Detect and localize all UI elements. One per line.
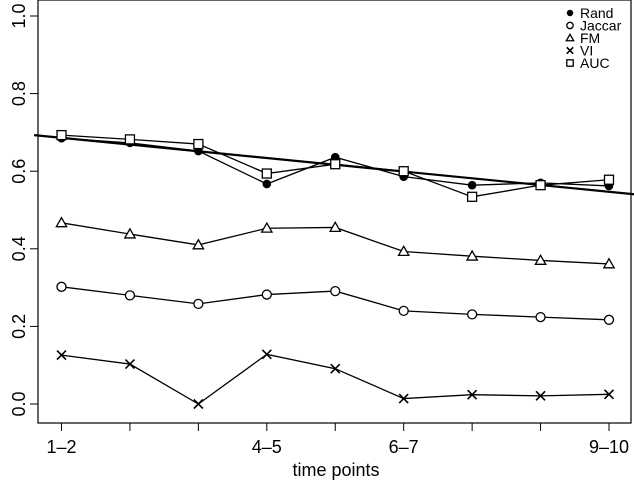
data-point-auc bbox=[330, 159, 341, 170]
x-tick-label: 1–2 bbox=[46, 437, 76, 457]
data-point-vi bbox=[330, 363, 341, 374]
data-point-jaccar bbox=[261, 289, 272, 300]
data-point-rand bbox=[262, 179, 272, 189]
data-point-jaccar bbox=[193, 298, 204, 310]
data-point-fm bbox=[192, 238, 205, 250]
data-point-vi bbox=[193, 398, 204, 410]
y-tick-label: 0.4 bbox=[9, 236, 29, 261]
data-point-fm bbox=[534, 253, 547, 265]
data-point-jaccar bbox=[56, 281, 67, 292]
data-point-auc bbox=[193, 138, 204, 150]
legend-label-auc: AUC bbox=[580, 55, 610, 71]
legend-marker-vi bbox=[566, 46, 574, 55]
data-point-vi bbox=[124, 358, 136, 370]
data-point-vi bbox=[535, 390, 546, 401]
data-point-jaccar bbox=[535, 311, 546, 323]
data-point-jaccar bbox=[124, 290, 136, 301]
legend-marker-jaccar bbox=[566, 21, 574, 30]
legend-marker-rand bbox=[566, 9, 574, 17]
data-point-rand bbox=[467, 180, 477, 190]
data-point-auc bbox=[535, 180, 546, 191]
data-point-jaccar bbox=[330, 285, 341, 297]
legend-marker-auc bbox=[566, 59, 574, 67]
series-group bbox=[55, 129, 616, 410]
y-tick-label: 1.0 bbox=[9, 3, 29, 28]
plot-frame bbox=[37, 0, 632, 424]
x-tick-label: 6–7 bbox=[389, 437, 419, 457]
data-point-auc bbox=[398, 166, 409, 177]
data-point-fm bbox=[465, 249, 479, 261]
data-point-jaccar bbox=[466, 309, 478, 320]
data-point-auc bbox=[261, 168, 272, 179]
data-point-vi bbox=[56, 350, 67, 361]
data-point-fm bbox=[397, 245, 410, 257]
legend-label-rand: Rand bbox=[580, 5, 613, 21]
data-point-auc bbox=[124, 134, 136, 145]
data-point-vi bbox=[398, 393, 409, 404]
data-point-fm bbox=[123, 227, 137, 239]
series-vi bbox=[56, 349, 615, 410]
y-tick-label: 0.6 bbox=[9, 159, 29, 184]
data-point-vi bbox=[261, 349, 272, 360]
data-point-auc bbox=[56, 129, 67, 141]
data-point-auc bbox=[603, 174, 615, 185]
y-tick-label: 0.8 bbox=[9, 81, 29, 106]
data-point-fm bbox=[55, 216, 68, 228]
y-tick-label: 0.2 bbox=[9, 314, 29, 339]
series-fm bbox=[55, 216, 616, 269]
legend-marker-fm bbox=[565, 33, 575, 42]
series-auc bbox=[56, 129, 615, 202]
y-axis: 0.0 0.2 0.4 0.6 0.8 1.0 bbox=[9, 3, 39, 417]
data-point-fm bbox=[260, 221, 274, 233]
data-point-fm bbox=[328, 220, 342, 232]
legend-label-vi: VI bbox=[580, 43, 593, 59]
legend-label-jaccar: Jaccar bbox=[580, 18, 622, 34]
x-axis: 1–2 4–5 6–7 9–10 bbox=[46, 422, 629, 457]
legend-label-fm: FM bbox=[580, 30, 600, 46]
y-tick-label: 0.0 bbox=[9, 391, 29, 416]
x-tick-label: 4–5 bbox=[252, 437, 282, 457]
x-axis-title: time points bbox=[292, 460, 379, 480]
data-point-jaccar bbox=[603, 314, 615, 325]
data-point-jaccar bbox=[398, 305, 409, 317]
series-jaccar bbox=[56, 281, 615, 325]
data-point-auc bbox=[466, 191, 478, 202]
data-point-fm bbox=[602, 257, 616, 269]
series-line-vi bbox=[61, 353, 610, 405]
data-point-vi bbox=[603, 389, 615, 400]
data-point-vi bbox=[467, 389, 478, 400]
x-tick-label: 9–10 bbox=[589, 437, 629, 457]
